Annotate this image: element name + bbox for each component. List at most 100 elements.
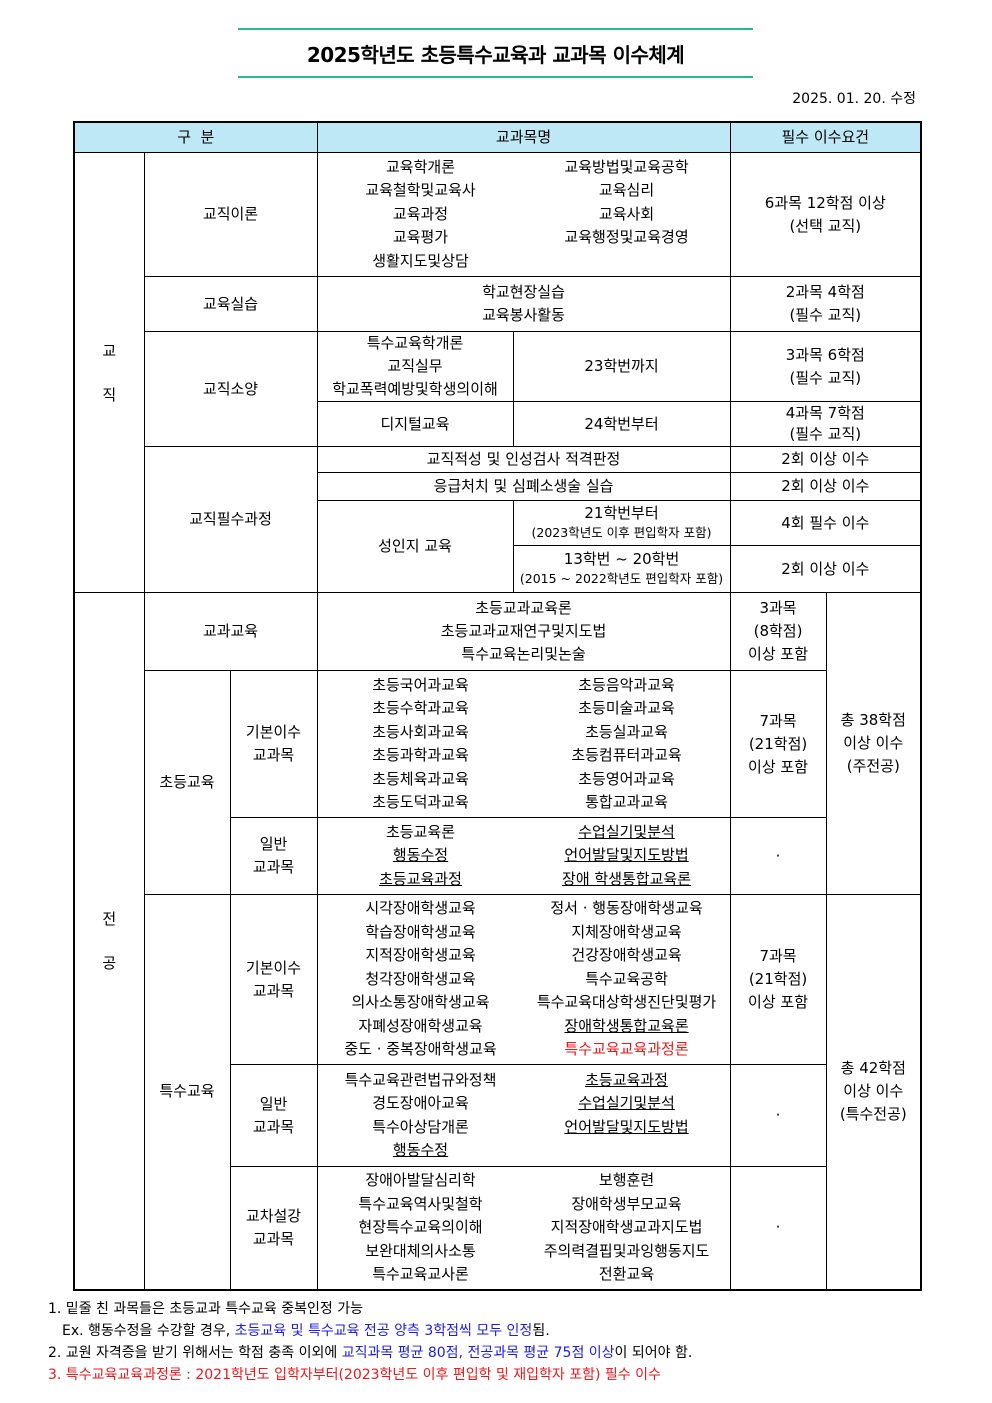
req-line: (필수 교직) (789, 306, 862, 324)
course-name: 청각장애학생교육 (365, 969, 476, 988)
elementary-general-label: 일반 교과목 (229, 817, 318, 895)
course-name: 의사소통장애학생교육 (351, 993, 490, 1012)
course-name: 초등미술과교육 (578, 699, 675, 717)
cohort: 13학번 ~ 20학번 (563, 550, 680, 568)
curriculum-table: 구 분 교과목명 필수 이수요건 교 직 교직이론 교육학개론 교육방법및교육공학… (73, 121, 923, 1291)
course-name: 건강장애학생교육 (571, 946, 682, 965)
course-name: 초등사회과교육 (372, 722, 469, 741)
special-cross-courses: 장애아발달심리학 보행훈련 특수교육역사및철학 장애학생부모교육 현장특수교육의이해 지적… (316, 1166, 731, 1290)
course-name: 시각장애학생교육 (365, 899, 476, 918)
req-line: (21학점) (748, 970, 808, 988)
course-name: 중도 · 중복장애학생교육 (344, 1040, 497, 1059)
req-line: 이상 포함 (748, 993, 809, 1011)
row-elementary-general: 일반 교과목 초등교육론 수업실기및분석 행동수정 언어발달및지도방법 초등교육과정 장애… (74, 817, 921, 895)
special-basic-label: 기본이수 교과목 (229, 894, 318, 1065)
literacy-b-course: 디지털교육 (316, 401, 514, 447)
practice-label: 교육실습 (143, 276, 318, 332)
header-row: 구 분 교과목명 필수 이수요건 (73, 121, 922, 153)
req-line: 이상 포함 (748, 645, 809, 663)
note-text: 됨. (532, 1323, 550, 1339)
cohort-note: (2023학년도 이후 편입학자 포함) (531, 525, 712, 540)
course-name: 전환교육 (598, 1265, 655, 1283)
course-name: 언어발달및지도방법 (564, 1117, 689, 1136)
note-text: Ex. 행동수정을 수강할 경우, (62, 1323, 235, 1339)
req-line: 이상 이수 (843, 1082, 904, 1101)
req-line: 이상 이수 (843, 734, 904, 752)
course-name: 장애아발달심리학 (365, 1171, 476, 1189)
label-line: 기본이수 (245, 723, 302, 741)
practice-courses: 학교현장실습 교육봉사활동 (316, 276, 731, 332)
course-name: 지적장애학생교육 (365, 946, 476, 965)
cohort-note: (2015 ~ 2022학년도 편입학자 포함) (519, 571, 724, 586)
gender-b-requirement: 2회 이상 이수 (729, 545, 922, 593)
course: 특수교육학개론 (366, 334, 464, 352)
subject-ed-label: 교과교육 (143, 592, 318, 671)
course-name: 행동수정 (392, 846, 449, 865)
category-teaching: 교 직 (73, 152, 145, 593)
course-name: 수업실기및분석 (578, 822, 675, 841)
note-1: 1. 밑줄 친 과목들은 초등교과 특수교육 중복인정 가능 (48, 1301, 363, 1317)
course-name: 특수교육관련법규와정책 (344, 1070, 497, 1089)
req-line: 7과목 (759, 711, 797, 730)
special-cross-requirement: · (729, 1166, 827, 1290)
course: 학교현장실습 (482, 283, 565, 301)
practice-requirement: 2과목 4학점 (필수 교직) (729, 276, 922, 332)
course-name: 초등실과교육 (585, 722, 668, 741)
course-name: 지적장애학생교과지도법 (550, 1218, 703, 1236)
course: 초등교과교육론 (475, 599, 572, 617)
course-name: 경도장애아교육 (372, 1094, 469, 1112)
category-major-top: 전 (102, 909, 117, 928)
req-line: (필수 교직) (789, 425, 862, 443)
course-name: 수업실기및분석 (578, 1094, 675, 1112)
label-line: 일반 (259, 835, 288, 853)
row-literacy-b: 디지털교육 24학번부터 4과목 7학점 (필수 교직) (74, 401, 922, 447)
literacy-a-cohort: 23학번까지 (512, 331, 731, 402)
gender-a-cohort: 21학번부터 (2023학년도 이후 편입학자 포함) (512, 500, 731, 546)
label-line: 교과목 (252, 746, 295, 764)
special-general-requirement: · (729, 1064, 827, 1167)
req-line: 2과목 4학점 (785, 283, 865, 301)
note-highlight: 교직과목 평균 80점, 전공과목 평균 75점 이상 (341, 1345, 615, 1361)
req-line: 총 38학점 (840, 711, 906, 729)
revision-date: 2025. 01. 20. 수정 (792, 91, 916, 107)
course: 특수교육논리및논술 (461, 645, 586, 663)
note-2: 2. 교원 자격증을 받기 위해서는 학점 충족 이외에 교직과목 평균 80점… (48, 1342, 692, 1364)
course-name: 생활지도및상담 (372, 251, 469, 270)
course-name: 자폐성장애학생교육 (358, 1016, 483, 1035)
theory-courses: 교육학개론 교육방법및교육공학 교육철학및교육사 교육심리 교육과정 교육사회 교육평가 교육… (316, 152, 731, 277)
course-name: 보완대체의사소통 (365, 1241, 476, 1260)
special-basic-courses: 시각장애학생교육 정서 · 행동장애학생교육 학습장애학생교육 지체장애학생교육 지적장… (316, 894, 731, 1065)
mandatory-label: 교직필수과정 (143, 446, 318, 593)
label-line: 기본이수 (245, 958, 302, 977)
course-name: 초등도덕과교육 (372, 793, 469, 811)
row-gender-a: 성인지 교육 21학번부터 (2023학년도 이후 편입학자 포함) 4회 필수… (74, 500, 922, 593)
course-name: 초등체육과교육 (372, 769, 469, 788)
course-name: 교육학개론 (386, 157, 456, 176)
course-name: 장애학생통합교육론 (564, 1016, 689, 1035)
gender-b-cohort: 13학번 ~ 20학번 (2015 ~ 2022학년도 편입학자 포함) (512, 545, 731, 593)
course: 교직실무 (387, 357, 443, 375)
course-name: 초등영어과교육 (578, 769, 675, 788)
theory-label: 교직이론 (143, 152, 318, 277)
course: 교육봉사활동 (482, 306, 565, 324)
literacy-b-requirement: 4과목 7학점 (필수 교직) (729, 401, 922, 447)
course-name: 교육평가 (392, 228, 449, 247)
row-practice: 교육실습 학교현장실습 교육봉사활동 2과목 4학점 (필수 교직) (74, 276, 922, 332)
req-line: 총 42학점 (840, 1059, 906, 1078)
course-name: 보행훈련 (598, 1171, 655, 1189)
gender-a-requirement: 4회 필수 이수 (729, 500, 922, 546)
category-teaching-top: 교 (102, 341, 117, 360)
label-line: 교과목 (252, 981, 295, 1000)
gender-course: 성인지 교육 (316, 500, 514, 593)
course-list: 교육학개론 교육방법및교육공학 교육철학및교육사 교육심리 교육과정 교육사회 교육평가 교육… (318, 156, 730, 274)
row-elementary-basic: 초등교육 기본이수 교과목 초등국어과교육 초등음악과교육 초등수학과교육 초등미술과… (74, 670, 921, 895)
label-line: 일반 (259, 1094, 288, 1113)
page-title: 2025학년도 초등특수교육과 교과목 이수체계 (306, 42, 685, 67)
special-basic-requirement: 7과목 (21학점) 이상 포함 (729, 894, 827, 1065)
cpr-course: 응급처치 및 심폐소생술 실습 (316, 472, 731, 501)
row-literacy-a: 교직소양 특수교육학개론 교직실무 학교폭력예방및학생의이해 23학번까지 3과… (74, 331, 922, 447)
req-line: (주전공) (846, 757, 900, 775)
elementary-basic-courses: 초등국어과교육 초등음악과교육 초등수학과교육 초등미술과교육 초등사회과교육 초등실과교… (316, 670, 731, 818)
label-line: 교과목 (252, 1117, 295, 1136)
course-name: 학습장애학생교육 (365, 922, 476, 941)
